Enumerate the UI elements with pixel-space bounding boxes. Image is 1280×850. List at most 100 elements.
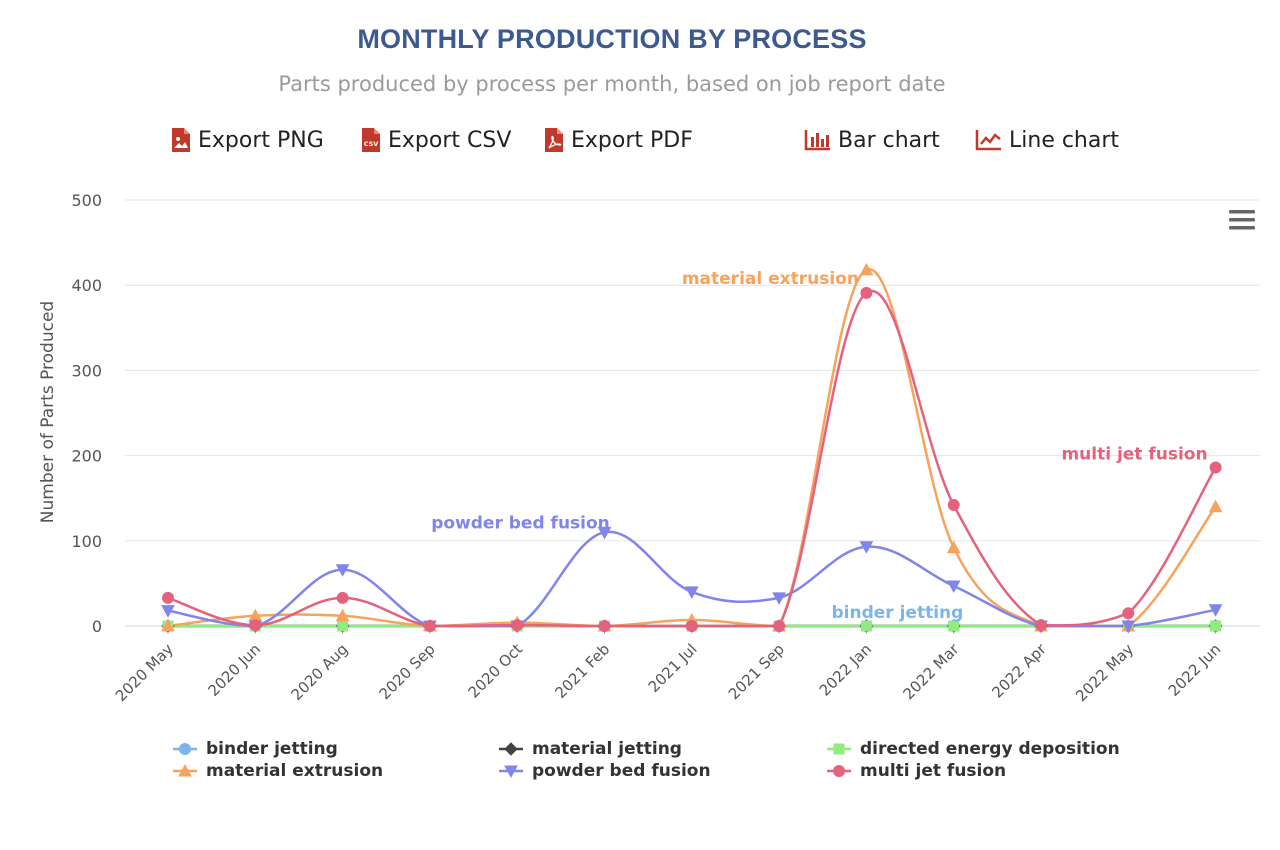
point-multi-jet-fusion[interactable]: [1122, 607, 1135, 620]
chart-menu-button[interactable]: [1226, 206, 1258, 234]
legend-marker[interactable]: [178, 763, 192, 777]
point-multi-jet-fusion[interactable]: [423, 620, 436, 632]
point-powder-bed-fusion[interactable]: [335, 564, 350, 577]
bar-chart-label: Bar chart: [838, 127, 940, 153]
bar-chart-icon: [804, 130, 830, 151]
x-axis-ticks: 2020 May 2020 Jun 2020 Aug 2020 Sep 2020 Oct…: [112, 626, 1225, 705]
legend-item-powder-bed-fusion[interactable]: powder bed fusion: [498, 760, 711, 782]
legend-marker[interactable]: [504, 765, 518, 779]
point-material-extrusion[interactable]: [859, 262, 874, 276]
hamburger-icon: [1229, 210, 1255, 230]
line-chart-label: Line chart: [1009, 127, 1120, 153]
legend-label: binder jetting: [206, 739, 338, 759]
legend-symbol-material-extrusion: [173, 763, 197, 777]
legend-item-binder-jetting[interactable]: binder jetting: [172, 738, 338, 760]
legend-symbol-multi-jet-fusion: [827, 765, 851, 777]
point-powder-bed-fusion[interactable]: [1208, 604, 1223, 617]
x-tick-label: 2020 May: [112, 640, 177, 705]
x-tick-label: 2021 Sep: [725, 640, 788, 703]
export-png-button[interactable]: Export PNG: [170, 120, 324, 160]
legend-marker[interactable]: [833, 743, 845, 755]
point-multi-jet-fusion[interactable]: [336, 591, 349, 604]
point-powder-bed-fusion[interactable]: [597, 526, 612, 540]
point-powder-bed-fusion[interactable]: [1121, 620, 1136, 634]
x-tick-label: 2020 Sep: [376, 640, 439, 703]
legend-item-material-extrusion[interactable]: material extrusion: [172, 760, 383, 782]
point-directed-energy-deposition[interactable]: [860, 620, 872, 632]
point-multi-jet-fusion[interactable]: [598, 620, 611, 632]
legend-marker[interactable]: [833, 765, 845, 777]
svg-text:CSV: CSV: [364, 140, 379, 148]
annotation-powder-bed-fusion: powder bed fusion: [431, 513, 610, 533]
bar-chart-button[interactable]: Bar chart: [804, 120, 940, 160]
legend-symbol-directed-energy-deposition: [827, 743, 851, 755]
legend-label: material extrusion: [206, 761, 384, 781]
point-multi-jet-fusion[interactable]: [860, 286, 873, 299]
chart-title: MONTHLY PRODUCTION BY PROCESS: [357, 24, 867, 54]
point-multi-jet-fusion[interactable]: [685, 620, 698, 632]
y-tick-label: 300: [71, 361, 102, 380]
x-tick-label: 2021 Jul: [645, 640, 701, 696]
series-line-powder-bed-fusion[interactable]: [166, 530, 1217, 628]
point-directed-energy-deposition[interactable]: [337, 620, 349, 632]
series-line-material-extrusion[interactable]: [166, 268, 1217, 628]
x-tick-label: 2022 Jun: [1165, 640, 1225, 700]
point-powder-bed-fusion[interactable]: [161, 605, 175, 618]
file-pdf-icon: [545, 128, 563, 152]
y-tick-label: 100: [71, 532, 102, 551]
point-multi-jet-fusion[interactable]: [947, 499, 960, 512]
point-directed-energy-deposition[interactable]: [948, 620, 960, 632]
point-material-extrusion[interactable]: [946, 540, 961, 554]
point-powder-bed-fusion[interactable]: [859, 541, 874, 554]
point-powder-bed-fusion[interactable]: [684, 586, 699, 599]
legend-item-material-jetting[interactable]: material jetting: [498, 738, 682, 760]
file-csv-icon: CSV: [362, 128, 380, 152]
legend-label: material jetting: [532, 739, 682, 759]
point-powder-bed-fusion[interactable]: [946, 580, 961, 594]
grid-lines: [125, 199, 1260, 627]
line-chart-button[interactable]: Line chart: [975, 120, 1119, 160]
chart-legend: binder jetting material jetting directed e…: [0, 738, 1280, 788]
x-tick-label: 2020 Jun: [204, 640, 264, 700]
point-multi-jet-fusion[interactable]: [773, 620, 786, 632]
export-pdf-label: Export PDF: [571, 127, 693, 153]
legend-marker[interactable]: [179, 743, 191, 755]
y-tick-label: 500: [71, 191, 102, 210]
export-csv-button[interactable]: CSV Export CSV: [360, 120, 511, 160]
export-pdf-button[interactable]: Export PDF: [543, 120, 693, 160]
point-material-extrusion[interactable]: [1208, 499, 1223, 513]
y-tick-label: 400: [71, 276, 102, 295]
point-material-extrusion[interactable]: [335, 608, 350, 622]
export-png-label: Export PNG: [198, 127, 324, 153]
x-tick-label: 2022 May: [1072, 640, 1137, 705]
series-lines: [166, 268, 1217, 628]
legend-label: directed energy deposition: [860, 739, 1120, 759]
point-multi-jet-fusion[interactable]: [1035, 619, 1047, 632]
annotation-multi-jet-fusion: multi jet fusion: [1061, 445, 1207, 465]
y-axis-label: Number of Parts Produced: [38, 301, 58, 523]
legend-label: multi jet fusion: [860, 761, 1007, 781]
x-tick-label: 2020 Oct: [465, 640, 527, 702]
y-tick-label: 0: [92, 617, 102, 636]
point-multi-jet-fusion[interactable]: [511, 619, 524, 632]
file-image-icon: [172, 128, 190, 152]
legend-marker[interactable]: [504, 742, 518, 756]
point-material-extrusion[interactable]: [161, 618, 175, 632]
series-markers: [161, 262, 1223, 634]
legend-item-multi-jet-fusion[interactable]: multi jet fusion: [826, 760, 1006, 782]
legend-symbol-material-jetting: [499, 742, 523, 756]
x-tick-label: 2020 Aug: [288, 640, 352, 704]
annotation-binder-jetting: binder jetting: [831, 603, 963, 623]
point-powder-bed-fusion[interactable]: [772, 592, 786, 605]
legend-symbol-powder-bed-fusion: [499, 765, 523, 779]
point-multi-jet-fusion[interactable]: [1209, 461, 1222, 474]
x-tick-label: 2022 Jan: [816, 640, 875, 699]
chart-toolbar: Export PNG CSV Export CSV Export PDF Bar…: [0, 120, 1280, 160]
line-chart-icon: [975, 130, 1001, 151]
legend-item-directed-energy-deposition[interactable]: directed energy deposition: [826, 738, 1120, 760]
point-directed-energy-deposition[interactable]: [1210, 620, 1222, 632]
point-multi-jet-fusion[interactable]: [162, 591, 174, 604]
y-axis-ticks: 0 100 200 300 400 500: [71, 191, 102, 636]
point-multi-jet-fusion[interactable]: [249, 619, 262, 632]
